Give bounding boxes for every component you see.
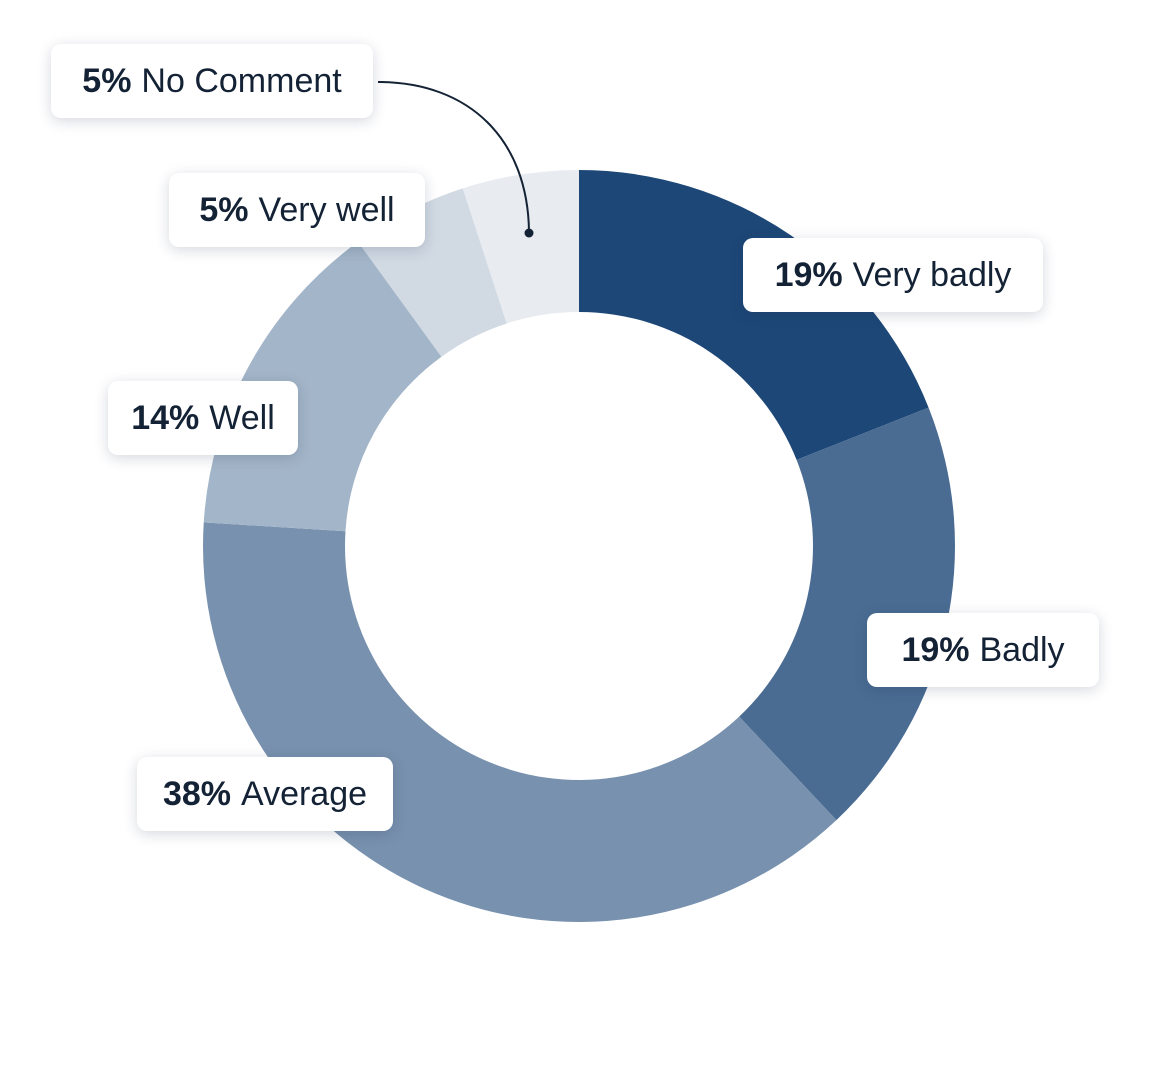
slice-no-comment bbox=[462, 170, 579, 324]
label-average-name: Average bbox=[241, 774, 368, 813]
label-well-percent: 14% bbox=[131, 398, 200, 437]
no-comment-leader-dot bbox=[524, 228, 534, 238]
label-no-comment: 5% No Comment bbox=[51, 44, 373, 118]
slice-very-badly bbox=[579, 170, 929, 460]
label-badly-name: Badly bbox=[979, 630, 1065, 669]
label-well-name: Well bbox=[209, 398, 275, 437]
label-well: 14% Well bbox=[108, 381, 298, 455]
slice-well bbox=[203, 241, 442, 532]
label-average: 38% Average bbox=[137, 757, 393, 831]
label-badly: 19% Badly bbox=[867, 613, 1099, 687]
label-badly-percent: 19% bbox=[901, 630, 970, 669]
label-no-comment-percent: 5% bbox=[82, 61, 132, 100]
label-no-comment-name: No Comment bbox=[141, 61, 342, 100]
no-comment-leader-line bbox=[377, 81, 530, 233]
label-very-well: 5% Very well bbox=[169, 173, 425, 247]
label-very-badly-percent: 19% bbox=[774, 255, 843, 294]
label-very-badly-name: Very badly bbox=[852, 255, 1012, 294]
slice-badly bbox=[739, 407, 955, 821]
label-very-well-name: Very well bbox=[258, 190, 395, 229]
slice-average bbox=[203, 522, 837, 922]
label-very-badly: 19% Very badly bbox=[743, 238, 1043, 312]
label-average-percent: 38% bbox=[162, 774, 232, 813]
label-very-well-percent: 5% bbox=[199, 190, 249, 229]
